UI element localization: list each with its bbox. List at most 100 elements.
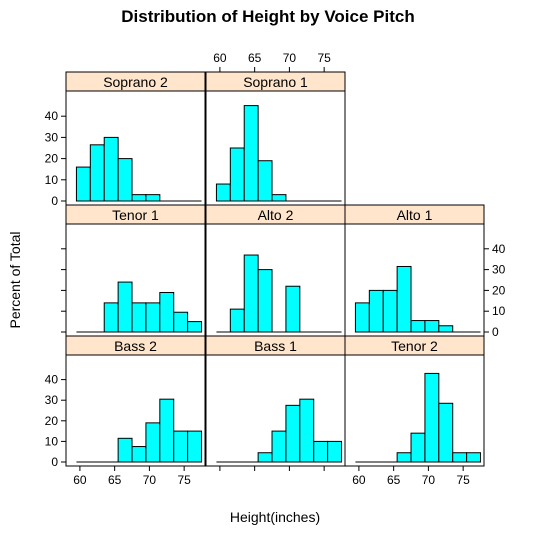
y-axis-left-row-2: 0 10 20 30 40 — [45, 373, 66, 469]
bar-soprano-1-4 — [271, 194, 287, 202]
y-tick-label: 10 — [492, 304, 506, 318]
x-axis-bottom-col-0: 60 65 70 75 — [73, 466, 191, 487]
strip-label-tenor-2: Tenor 2 — [391, 338, 438, 354]
strip-label-soprano-2: Soprano 2 — [103, 74, 168, 90]
bar-alto-2-2 — [257, 269, 273, 333]
y-tick-label: 20 — [45, 152, 59, 166]
panel-frame-alto-2 — [205, 223, 346, 337]
y-tick-label: 30 — [492, 263, 506, 277]
bar-alto-1-1 — [368, 289, 384, 333]
bar-bass-2-0 — [117, 437, 133, 463]
y-tick-label: 30 — [45, 130, 59, 144]
panel-frame-bass-2 — [65, 354, 206, 467]
bar-soprano-1-2 — [243, 105, 259, 202]
bar-bass-2-1 — [131, 446, 147, 463]
bar-alto-2-0 — [229, 308, 245, 333]
strip-label-soprano-1: Soprano 1 — [243, 74, 308, 90]
bar-soprano-2-1 — [89, 144, 105, 202]
strip-label-bass-1: Bass 1 — [254, 338, 297, 354]
x-tick-label: 65 — [387, 473, 401, 487]
bar-tenor-1-4 — [159, 291, 175, 333]
bar-alto-1-5 — [424, 320, 440, 333]
bar-bass-1-0 — [257, 452, 273, 463]
bar-tenor-1-6 — [187, 321, 203, 333]
bar-tenor-2-2 — [424, 372, 440, 463]
x-axis-title: Height(inches) — [230, 509, 320, 525]
x-tick-label: 70 — [422, 473, 436, 487]
bar-alto-2-1 — [243, 254, 259, 333]
bar-bass-1-2 — [285, 404, 301, 463]
panel-alto-2: Alto 2 — [205, 204, 346, 337]
chart-title: Distribution of Height by Voice Pitch — [121, 7, 414, 26]
y-tick-label: 10 — [45, 173, 59, 187]
bar-tenor-1-5 — [173, 311, 189, 333]
bar-soprano-2-0 — [75, 166, 91, 202]
y-tick-label: 20 — [45, 414, 59, 428]
bar-tenor-1-1 — [117, 281, 133, 333]
panel-soprano-1: Soprano 1 — [205, 71, 346, 206]
bar-tenor-2-1 — [410, 432, 426, 463]
bar-bass-1-1 — [271, 430, 287, 463]
panel-bass-2: Bass 2 — [65, 335, 206, 467]
bar-tenor-1-2 — [131, 302, 147, 333]
y-tick-label: 40 — [492, 242, 506, 256]
x-tick-label: 60 — [73, 473, 87, 487]
x-axis-top-col-1: 60 65 70 75 — [213, 51, 331, 72]
y-tick-label: 0 — [51, 194, 58, 208]
bar-alto-1-2 — [382, 289, 398, 333]
strip-label-tenor-1: Tenor 1 — [112, 207, 159, 223]
y-tick-label: 10 — [45, 434, 59, 448]
strip-label-bass-2: Bass 2 — [114, 338, 157, 354]
x-tick-label: 75 — [177, 473, 191, 487]
bar-soprano-1-0 — [215, 183, 231, 202]
bar-alto-1-3 — [396, 265, 412, 333]
x-tick-label: 65 — [248, 51, 262, 65]
bar-soprano-2-5 — [145, 194, 161, 202]
bar-bass-2-5 — [187, 430, 203, 463]
panel-bass-1: Bass 1 — [205, 335, 346, 467]
panels-group: Soprano 2 Soprano 1 Tenor 1 Alto 2 Alto 1 Bas… — [45, 51, 506, 487]
bar-tenor-2-4 — [452, 452, 468, 463]
y-tick-label: 40 — [45, 109, 59, 123]
bar-tenor-2-5 — [466, 452, 482, 463]
x-tick-label: 60 — [213, 51, 227, 65]
bar-tenor-2-3 — [438, 402, 454, 463]
x-tick-label: 75 — [317, 51, 331, 65]
bar-bass-2-3 — [159, 398, 175, 463]
bar-soprano-2-3 — [117, 158, 133, 202]
y-axis-left-row-0: 0 10 20 30 40 — [45, 109, 66, 208]
bar-soprano-1-3 — [257, 160, 273, 202]
panel-tenor-1: Tenor 1 — [65, 204, 206, 337]
y-axis-title: Percent of Total — [7, 231, 23, 328]
bar-alto-2-3 — [285, 285, 301, 333]
panel-tenor-2: Tenor 2 — [344, 335, 485, 467]
x-axis-bottom-col-2: 60 65 70 75 — [352, 466, 470, 487]
bar-bass-1-3 — [299, 398, 315, 463]
y-tick-label: 40 — [45, 373, 59, 387]
y-tick-label: 0 — [51, 455, 58, 469]
panel-soprano-2: Soprano 2 — [65, 71, 206, 206]
bar-soprano-1-1 — [229, 147, 245, 202]
bar-bass-1-4 — [313, 440, 329, 463]
y-axis-left-row-1 — [61, 248, 66, 333]
y-tick-label: 20 — [492, 283, 506, 297]
x-tick-label: 60 — [352, 473, 366, 487]
bar-alto-1-4 — [410, 320, 426, 333]
x-tick-label: 70 — [143, 473, 157, 487]
panel-alto-1: Alto 1 — [344, 204, 485, 337]
x-axis-bottom-col-1 — [219, 466, 325, 471]
bar-soprano-2-4 — [131, 194, 147, 202]
x-tick-label: 75 — [456, 473, 470, 487]
bar-tenor-1-0 — [103, 302, 119, 333]
bar-tenor-1-3 — [145, 302, 161, 333]
panel-frame-tenor-2 — [344, 354, 485, 467]
bar-alto-1-6 — [438, 325, 454, 333]
bar-tenor-2-0 — [396, 452, 412, 463]
bar-bass-1-5 — [327, 440, 343, 463]
y-tick-label: 30 — [45, 393, 59, 407]
bar-bass-2-2 — [145, 422, 161, 463]
strip-label-alto-2: Alto 2 — [258, 207, 294, 223]
x-tick-label: 65 — [108, 473, 122, 487]
strip-label-alto-1: Alto 1 — [397, 207, 433, 223]
